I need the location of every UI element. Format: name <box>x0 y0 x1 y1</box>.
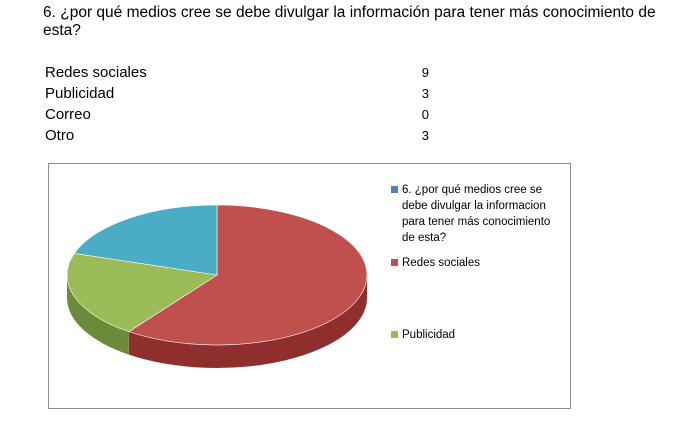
row-value: 0 <box>421 107 429 122</box>
row-label: Correo <box>45 106 91 123</box>
table-row: Publicidad 3 <box>45 83 440 104</box>
responses-table: Redes sociales 9 Publicidad 3 Correo 0 O… <box>45 62 440 146</box>
table-row: Correo 0 <box>45 104 440 125</box>
legend-label: Publicidad <box>402 329 456 341</box>
row-value: 9 <box>421 65 429 80</box>
pie-slice-1 <box>66 253 218 332</box>
pie-chart-frame: 6. ¿por qué medios cree se debe divulgar… <box>48 163 571 409</box>
pie-slice-side-0 <box>128 275 367 368</box>
row-value: 3 <box>421 128 429 143</box>
legend-swatch <box>391 331 398 338</box>
pie-chart <box>66 204 368 368</box>
row-label: Publicidad <box>45 85 115 102</box>
pie-sides <box>67 275 367 368</box>
row-label: Otro <box>45 127 75 144</box>
pie-slice-side-1 <box>67 275 129 355</box>
legend-swatch <box>391 259 398 266</box>
row-label: Redes sociales <box>45 64 147 81</box>
table-row: Otro 3 <box>45 125 440 146</box>
pie-slice-2 <box>73 204 218 276</box>
legend-item: Redes sociales <box>391 255 566 271</box>
legend-item: 6. ¿por qué medios cree se debe divulgar… <box>391 182 566 246</box>
row-value: 3 <box>421 86 429 101</box>
pie-slice-0 <box>128 204 368 346</box>
legend-label: 6. ¿por qué medios cree se debe divulgar… <box>402 184 551 244</box>
legend-item: Publicidad <box>391 327 566 343</box>
legend-swatch <box>391 186 398 193</box>
question-text: 6. ¿por qué medios cree se debe divulgar… <box>43 4 656 39</box>
table-row: Redes sociales 9 <box>45 62 440 83</box>
legend-label: Redes sociales <box>402 257 480 269</box>
